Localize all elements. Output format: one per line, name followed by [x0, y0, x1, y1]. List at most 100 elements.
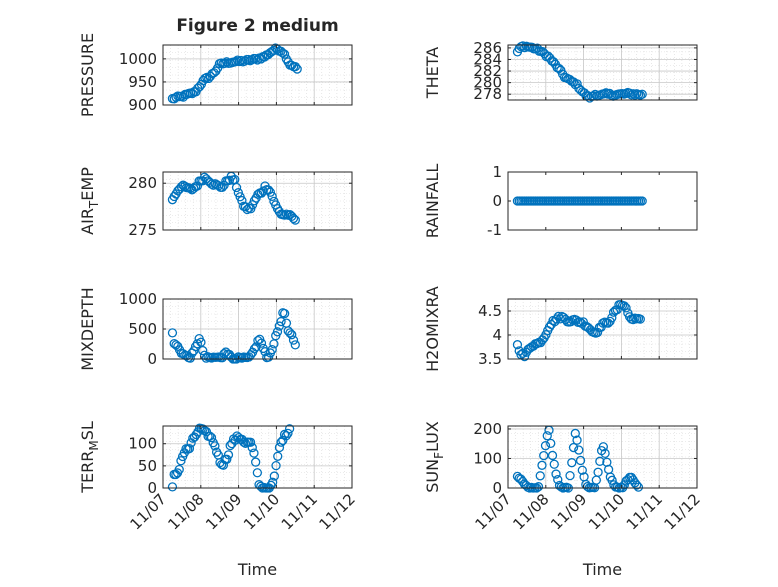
theta-point [624, 88, 635, 98]
sun-flux-point [593, 467, 603, 477]
mixdepth-point [287, 330, 297, 340]
sun-flux-point [556, 482, 566, 492]
h2omixra-point [519, 351, 530, 362]
air-temp-ytick-label: 280 [128, 174, 157, 192]
terr-msl-xlabel: Time [237, 560, 277, 579]
sun-flux-point [577, 465, 587, 475]
terr-msl-point [267, 477, 278, 487]
pressure-point [243, 54, 254, 65]
air-temp-ytick-label: 275 [128, 221, 157, 239]
sun-flux-point [551, 469, 561, 479]
sun-flux-point [574, 445, 584, 455]
theta-point [626, 90, 636, 100]
rainfall-ytick-label: 1 [492, 163, 502, 181]
pressure-point [236, 55, 246, 66]
theta-point [637, 89, 647, 99]
sun-flux-xtick-label: 11/10 [585, 490, 628, 533]
h2omixra-ytick-label: 4.5 [478, 302, 502, 320]
air-temp-frame [162, 171, 353, 231]
terr-msl-xtick-label: 11/10 [240, 490, 283, 533]
sun-flux-point [598, 442, 608, 452]
mixdepth-point [198, 345, 208, 356]
rainfall-ylabel: RAINFALL [423, 164, 442, 239]
h2omixra-point [621, 303, 631, 313]
pressure-axes: 900 950 1000 PRESSURE Figure 2 medium [78, 16, 353, 117]
theta-ytick-label: 282 [473, 62, 502, 80]
sun-flux-point [568, 442, 579, 453]
h2omixra-series [512, 299, 645, 362]
h2omixra-ytick-label: 3.5 [478, 350, 502, 368]
mixdepth-point [279, 308, 290, 319]
air-temp-point [176, 182, 187, 192]
sun-flux-ylabel: SUNFLUX [423, 421, 446, 493]
terr-msl-point [239, 437, 249, 447]
mixdepth-point [285, 328, 295, 338]
mixdepth-point [290, 340, 300, 350]
theta-point [601, 88, 611, 98]
pressure-ytick-label: 950 [128, 73, 157, 91]
theta-point [630, 90, 640, 100]
mixdepth-point [249, 344, 260, 354]
sun-flux-point [575, 455, 586, 466]
sun-flux-point [565, 470, 575, 481]
theta-ylabel: THETA [423, 47, 442, 99]
sun-flux-point [595, 456, 605, 466]
sun-flux-point [542, 431, 552, 441]
sun-flux-axes: 11/0711/0811/0911/1011/1111/120100200SUN… [423, 420, 704, 579]
pressure-point [231, 56, 241, 67]
air-temp-point [281, 209, 292, 219]
terr-msl-axes: 11/0711/0811/0911/1011/1111/12050100TERR… [78, 421, 359, 579]
theta-ytick-label: 280 [473, 74, 502, 92]
air-temp-point [242, 204, 252, 215]
terr-msl-point [271, 460, 281, 471]
mixdepth-point [276, 316, 286, 327]
terr-msl-xtick-label: 11/08 [164, 490, 207, 533]
terr-msl-point [210, 441, 220, 451]
h2omixra-point [512, 340, 523, 350]
terr-msl-point [247, 442, 257, 453]
terr-msl-point [252, 468, 263, 478]
terr-msl-point [283, 428, 293, 439]
h2omixra-point [628, 314, 638, 325]
air-temp-ylabel: AIRTEMP [78, 167, 101, 235]
mixdepth-ylabel: MIXDEPTH [78, 287, 97, 370]
terr-msl-ytick-label: 50 [138, 457, 157, 475]
terr-msl-point [276, 437, 286, 447]
sun-flux-xtick-label: 11/08 [509, 490, 552, 533]
h2omixra-frame [507, 298, 698, 360]
terr-msl-xtick-label: 11/12 [316, 490, 359, 533]
mixdepth-point [185, 353, 195, 363]
pressure-ytick-label: 1000 [119, 50, 157, 68]
sun-flux-point [632, 480, 642, 490]
pressure-title: Figure 2 medium [176, 16, 338, 36]
mixdepth-point [196, 337, 206, 347]
sun-flux-point [633, 482, 644, 492]
terr-msl-ytick-label: 0 [147, 479, 157, 497]
terr-msl-xtick-label: 11/11 [278, 490, 321, 533]
terr-msl-plot-area [163, 426, 352, 488]
air-temp-point [231, 182, 242, 193]
mixdepth-point [267, 344, 277, 355]
air-temp-point [267, 191, 277, 202]
sun-flux-point [572, 435, 582, 445]
terr-msl-point [284, 424, 295, 434]
terr-msl-point [269, 471, 280, 481]
terr-msl-point [184, 443, 195, 454]
h2omixra-point [551, 314, 562, 324]
h2omixra-ytick-label: 4 [492, 326, 502, 344]
pressure-point [279, 49, 290, 59]
mixdepth-ytick-label: 500 [128, 320, 157, 338]
sun-flux-point [600, 448, 610, 459]
theta-ytick-label: 278 [473, 85, 502, 103]
air-temp-plot-area [163, 172, 352, 230]
sun-flux-point [535, 471, 545, 481]
sun-flux-point [553, 474, 563, 485]
rainfall-ytick-label: 0 [492, 192, 502, 210]
pressure-point [290, 61, 301, 72]
sun-flux-point [540, 441, 551, 451]
sun-flux-xtick-label: 11/11 [623, 490, 666, 533]
sun-flux-xtick-label: 11/12 [661, 490, 704, 533]
pressure-point [232, 55, 243, 65]
